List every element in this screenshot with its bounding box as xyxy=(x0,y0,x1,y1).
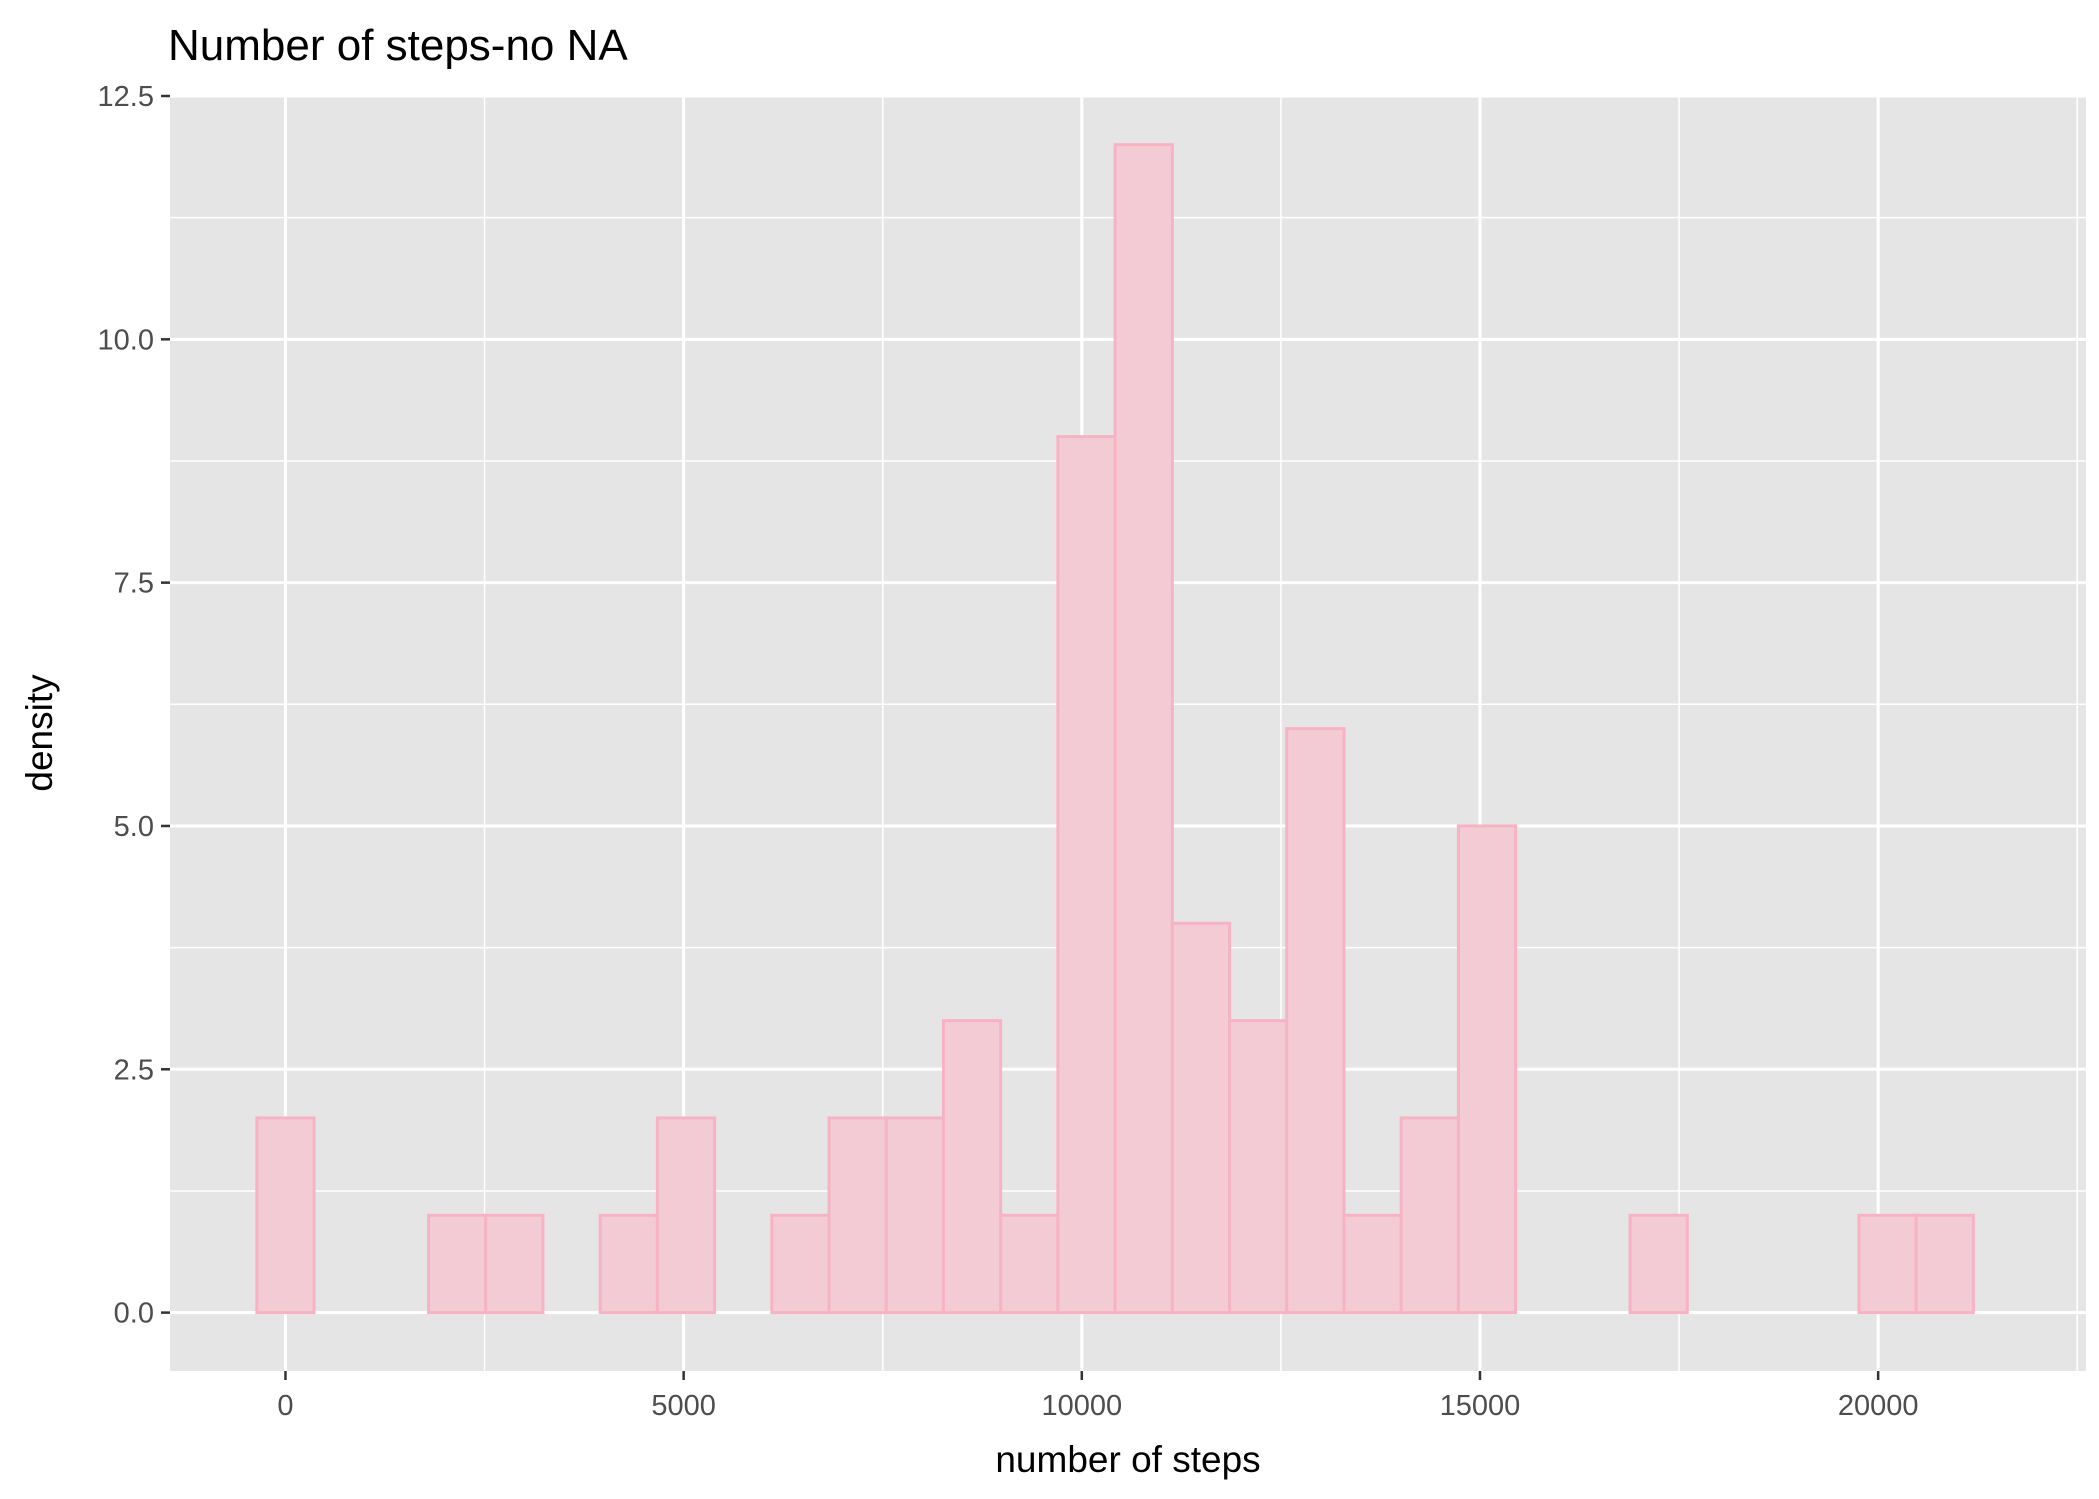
y-axis-ticks: 0.0 2.5 5.0 7.5 10.0 12.5 xyxy=(98,81,170,1330)
histogram-bar xyxy=(1113,143,1174,1315)
histogram-bar xyxy=(255,1116,316,1315)
histogram-bar xyxy=(427,1213,488,1315)
histogram-bar xyxy=(1228,1019,1289,1315)
x-tick-label: 5000 xyxy=(651,1390,716,1422)
histogram-bar xyxy=(1456,824,1518,1315)
chart-title: Number of steps-no NA xyxy=(168,21,628,70)
x-tick-label: 10000 xyxy=(1041,1390,1122,1422)
histogram-bar xyxy=(1170,921,1232,1315)
histogram-bar xyxy=(484,1213,545,1315)
y-tick-label: 7.5 xyxy=(114,568,154,600)
x-axis-title: number of steps xyxy=(995,1439,1260,1480)
histogram-bar xyxy=(598,1213,659,1315)
histogram-bar xyxy=(1285,727,1346,1315)
histogram-bar xyxy=(770,1213,831,1315)
histogram-bars xyxy=(255,143,1975,1315)
histogram-bar xyxy=(1342,1213,1403,1315)
histogram-bar xyxy=(1628,1213,1689,1315)
y-tick-label: 10.0 xyxy=(98,324,154,356)
x-tick-label: 20000 xyxy=(1838,1390,1919,1422)
histogram-bar xyxy=(1857,1213,1918,1315)
histogram-bar xyxy=(999,1213,1060,1315)
histogram-bar xyxy=(827,1116,888,1315)
histogram-bar xyxy=(1914,1213,1975,1315)
y-tick-label: 12.5 xyxy=(98,81,154,113)
histogram-bar xyxy=(1399,1116,1460,1315)
x-axis-ticks: 0 5000 10000 15000 20000 xyxy=(277,1371,1918,1422)
histogram-bar xyxy=(884,1116,945,1315)
y-tick-label: 0.0 xyxy=(114,1298,154,1330)
x-tick-label: 0 xyxy=(277,1390,293,1422)
y-tick-label: 2.5 xyxy=(114,1054,154,1086)
histogram-bar xyxy=(655,1116,717,1315)
x-tick-label: 15000 xyxy=(1440,1390,1521,1422)
y-axis-title: density xyxy=(19,674,60,792)
y-tick-label: 5.0 xyxy=(114,811,154,843)
histogram-bar xyxy=(941,1019,1003,1315)
histogram-bar xyxy=(1056,435,1117,1315)
